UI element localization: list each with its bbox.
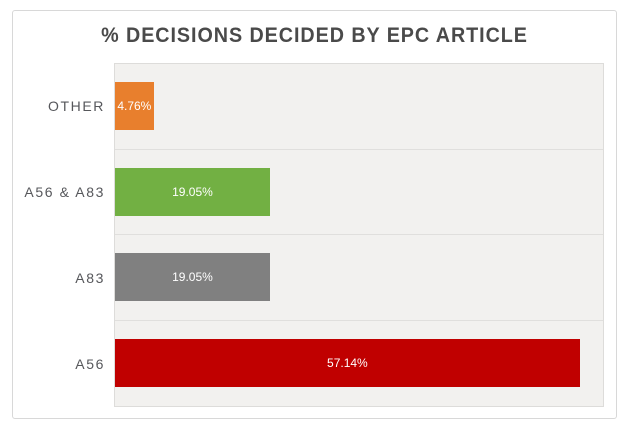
plot-area: 4.76% 19.05% 19.05% 57.14% [114,63,604,407]
value-label-a56: 57.14% [327,356,368,371]
bar-row-a56: 57.14% [115,321,603,407]
category-label-a56-a83: A56 & A83 [24,184,105,200]
category-axis: OTHER A56 & A83 A83 A56 [13,63,114,407]
category-label-a83: A83 [75,270,105,286]
value-label-a56-a83: 19.05% [172,184,213,199]
chart-card: % DECISIONS DECIDED BY EPC ARTICLE OTHER… [12,10,617,419]
bar-chart: OTHER A56 & A83 A83 A56 4.76% 19.05% 19.… [13,63,616,407]
bar-row-a83: 19.05% [115,235,603,321]
bar-a56-a83: 19.05% [115,167,270,216]
value-label-a83: 19.05% [172,270,213,285]
value-label-other: 4.76% [117,99,152,114]
bar-row-other: 4.76% [115,64,603,150]
chart-title: % DECISIONS DECIDED BY EPC ARTICLE [101,24,528,47]
bar-a56: 57.14% [115,339,580,388]
bar-other: 4.76% [115,82,154,131]
category-label-a56: A56 [75,356,105,372]
bar-row-a56-a83: 19.05% [115,150,603,235]
bar-a83: 19.05% [115,253,270,302]
category-label-other: OTHER [48,98,105,114]
